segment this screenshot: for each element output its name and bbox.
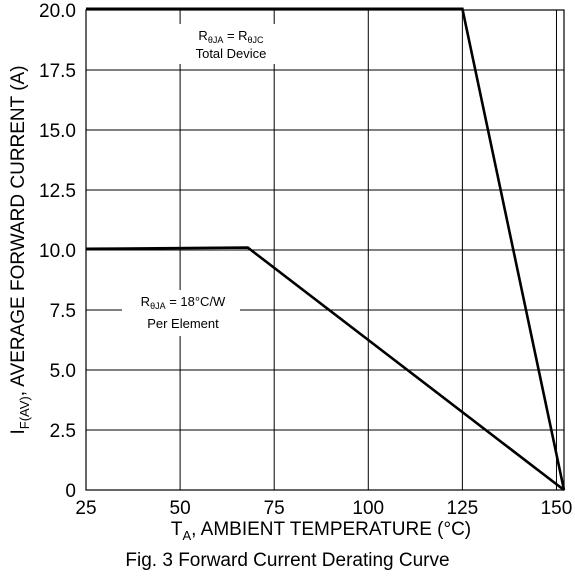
annotation-1-line1: RθJA = RθJC [198, 28, 264, 45]
x-tick-label: 125 [447, 498, 479, 519]
annotation-1-line2: Total Device [196, 46, 267, 61]
annotation-1-bg [173, 24, 289, 64]
y-tick-labels: 0 2.5 5.0 7.5 10.0 12.5 15.0 17.5 20.0 [39, 1, 76, 502]
annotation-2-line1: RθJA = 18°C/W [141, 294, 226, 311]
x-tick-labels: 25 50 75 100 125 150 [75, 498, 572, 519]
y-axis-title: IF(AV), AVERAGE FORWARD CURRENT (A) [8, 65, 32, 434]
derating-chart: 0 2.5 5.0 7.5 10.0 12.5 15.0 17.5 20.0 25 50 75 100… [8, 1, 572, 543]
plot-frame [85, 9, 565, 491]
series-layer [85, 7, 566, 492]
annotation-2-bg [122, 290, 240, 336]
annotation-2-line2: Per Element [147, 316, 219, 331]
y-tick-label: 12.5 [39, 181, 76, 202]
y-tick-label: 7.5 [50, 301, 76, 322]
y-tick-label: 5.0 [50, 361, 76, 382]
y-tick-label: 2.5 [50, 421, 76, 442]
x-tick-label: 50 [170, 498, 191, 519]
x-tick-label: 75 [264, 498, 285, 519]
x-tick-label: 25 [75, 498, 96, 519]
y-tick-label: 10.0 [39, 241, 76, 262]
y-tick-label: 20.0 [39, 1, 76, 22]
y-tick-label: 0 [65, 481, 76, 502]
y-tick-label: 17.5 [39, 61, 76, 82]
y-tick-label: 15.0 [39, 121, 76, 142]
figure-caption: Fig. 3 Forward Current Derating Curve [125, 550, 450, 571]
series-line-2 [85, 246, 565, 492]
x-tick-label: 100 [352, 498, 384, 519]
x-axis-title: TA, AMBIENT TEMPERATURE (°C) [171, 519, 471, 543]
series-line-1 [86, 7, 566, 491]
x-tick-label: 150 [541, 498, 573, 519]
